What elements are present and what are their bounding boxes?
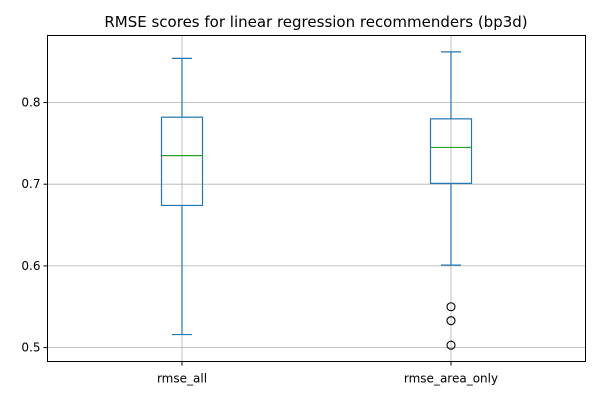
y-tick-label: 0.5 bbox=[21, 341, 40, 355]
x-tick-label: rmse_all bbox=[157, 372, 207, 386]
grid-lines bbox=[47, 35, 586, 362]
axes-frame bbox=[47, 35, 586, 362]
chart-title: RMSE scores for linear regression recomm… bbox=[104, 13, 527, 31]
box-iqr bbox=[160, 116, 204, 207]
outlier-point bbox=[446, 302, 456, 312]
y-tick-label: 0.6 bbox=[21, 259, 40, 273]
box-rmse_all bbox=[160, 57, 204, 336]
outlier-point bbox=[446, 316, 456, 326]
y-axis-ticks: 0.5 0.6 0.7 0.8 bbox=[21, 95, 48, 355]
x-tick-label: rmse_area_only bbox=[404, 372, 498, 386]
outlier-point bbox=[446, 340, 456, 350]
y-tick-label: 0.8 bbox=[21, 95, 40, 109]
x-axis-ticks: rmse_all rmse_area_only bbox=[157, 361, 498, 386]
boxes bbox=[160, 51, 473, 350]
y-tick-label: 0.7 bbox=[21, 177, 40, 191]
box-iqr bbox=[429, 118, 473, 184]
box-rmse_area_only bbox=[429, 51, 473, 350]
